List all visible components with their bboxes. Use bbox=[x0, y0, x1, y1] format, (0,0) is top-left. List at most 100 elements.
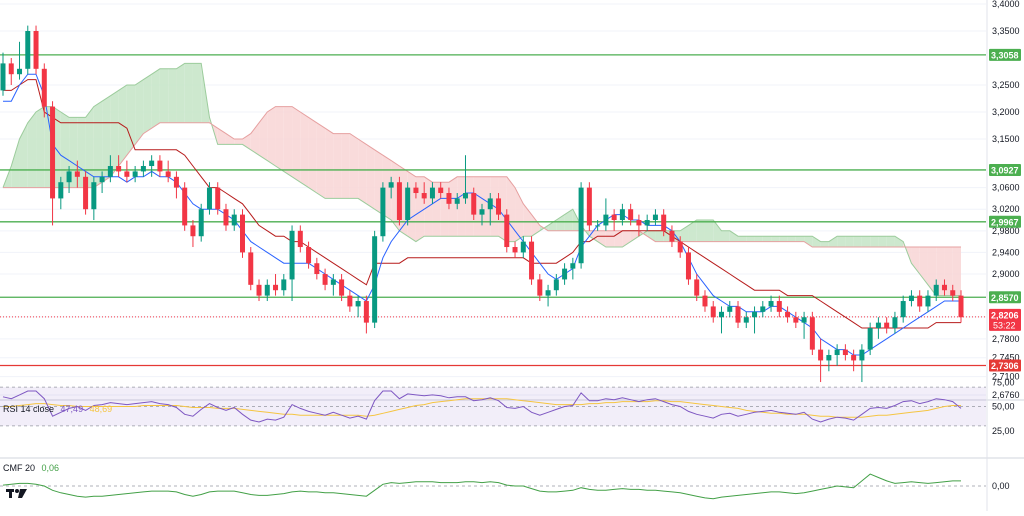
cloud-segment bbox=[283, 106, 293, 177]
rsi-value: 47,49 bbox=[61, 404, 84, 414]
cloud-segment bbox=[27, 112, 37, 188]
candle bbox=[950, 284, 956, 302]
candle-body bbox=[17, 68, 23, 75]
cloud-segment bbox=[870, 236, 879, 248]
candle bbox=[25, 25, 31, 75]
candle bbox=[380, 182, 386, 242]
candle-body bbox=[83, 176, 89, 210]
candle bbox=[826, 349, 832, 372]
candle-body bbox=[950, 290, 956, 296]
level-tag-label: 3,0927 bbox=[991, 165, 1019, 175]
cloud-segment bbox=[168, 68, 177, 123]
price-tick-label: 2,7800 bbox=[992, 334, 1020, 344]
candle-body bbox=[479, 209, 485, 215]
candle-body bbox=[694, 279, 700, 296]
candle-body bbox=[132, 171, 138, 177]
cloud-segment bbox=[804, 236, 813, 248]
candle bbox=[760, 301, 766, 318]
candle-body bbox=[116, 166, 122, 172]
candle-body bbox=[380, 187, 386, 237]
candle bbox=[529, 236, 535, 285]
candle-body bbox=[628, 209, 634, 221]
cloud-segment bbox=[696, 220, 705, 242]
cloud-segment bbox=[647, 230, 656, 242]
candle-body bbox=[25, 31, 31, 69]
candle-body bbox=[215, 187, 221, 210]
candle-body bbox=[851, 355, 857, 361]
base-line bbox=[3, 79, 961, 329]
candle-body bbox=[396, 182, 402, 221]
candle bbox=[41, 63, 47, 118]
candle-body bbox=[958, 295, 964, 318]
candle bbox=[264, 279, 270, 302]
candle-body bbox=[363, 301, 369, 323]
cloud-segment bbox=[820, 241, 829, 248]
candle bbox=[462, 155, 468, 204]
level-tag-label: 2,8570 bbox=[991, 293, 1019, 303]
candle bbox=[892, 311, 898, 334]
cloud-segment bbox=[605, 230, 615, 248]
cloud-segment bbox=[250, 122, 260, 156]
candle-body bbox=[124, 171, 130, 177]
candle-body bbox=[33, 31, 39, 69]
price-tick-label: 3,1500 bbox=[992, 134, 1020, 144]
candle bbox=[735, 301, 741, 329]
cloud-segment bbox=[151, 68, 160, 129]
candle-body bbox=[355, 301, 361, 307]
candle-body bbox=[776, 301, 782, 312]
candle bbox=[851, 349, 857, 372]
price-tick-label: 2,9000 bbox=[992, 269, 1020, 279]
candle-body bbox=[735, 306, 741, 323]
cloud-segment bbox=[192, 63, 202, 123]
cloud-segment bbox=[366, 144, 375, 210]
cloud-segment bbox=[234, 139, 243, 145]
candle-body bbox=[256, 284, 262, 296]
rsi-pane[interactable]: 75,00 50,00 25,00 bbox=[0, 377, 1015, 436]
cloud-segment bbox=[267, 106, 276, 167]
candle bbox=[74, 160, 80, 188]
candle bbox=[776, 295, 782, 318]
candle-body bbox=[429, 187, 435, 199]
candle-body bbox=[867, 328, 873, 350]
cloud-segment bbox=[762, 236, 772, 242]
candle bbox=[512, 241, 518, 258]
candle bbox=[58, 176, 64, 210]
candle bbox=[644, 214, 650, 231]
candle-body bbox=[545, 290, 551, 296]
cloud-segment bbox=[259, 112, 268, 161]
candle bbox=[297, 225, 303, 253]
cmf-pane[interactable]: 0,00 bbox=[0, 473, 1010, 500]
level-tag-label: 2,7306 bbox=[991, 361, 1019, 371]
candle bbox=[900, 295, 906, 323]
cmf-tick-label: 0,00 bbox=[992, 481, 1010, 491]
price-axis[interactable]: 3,4000 3,3500 3,2500 3,2000 3,1500 3,0600 3,02… bbox=[989, 0, 1021, 400]
candle-body bbox=[826, 355, 832, 361]
cloud-segment bbox=[275, 106, 284, 172]
candle bbox=[206, 182, 212, 215]
candle bbox=[595, 220, 601, 231]
price-tick-label: 3,3500 bbox=[992, 26, 1020, 36]
cloud-span-b bbox=[3, 106, 961, 248]
candle bbox=[809, 311, 815, 356]
candle-body bbox=[562, 268, 568, 280]
candle bbox=[91, 176, 97, 221]
candle-body bbox=[842, 349, 848, 356]
candle bbox=[330, 274, 336, 296]
candle bbox=[487, 193, 493, 226]
price-tick-label: 2,6760 bbox=[992, 390, 1020, 400]
horizontal-levels bbox=[0, 54, 986, 367]
cloud-segment bbox=[523, 203, 532, 237]
candle-body bbox=[917, 295, 923, 307]
cmf-legend[interactable]: CMF 20 0,06 bbox=[3, 463, 59, 473]
tradingview-logo[interactable] bbox=[6, 489, 27, 498]
cloud-segment bbox=[102, 95, 111, 183]
price-tick-label: 3,2500 bbox=[992, 80, 1020, 90]
candle-body bbox=[578, 187, 584, 264]
rsi-legend[interactable]: RSI 14 close 47,49 48,69 bbox=[3, 404, 112, 414]
candle bbox=[363, 295, 369, 334]
candle bbox=[429, 182, 435, 204]
candle bbox=[248, 247, 254, 291]
candle-body bbox=[0, 63, 6, 91]
cloud-segment bbox=[845, 236, 854, 248]
